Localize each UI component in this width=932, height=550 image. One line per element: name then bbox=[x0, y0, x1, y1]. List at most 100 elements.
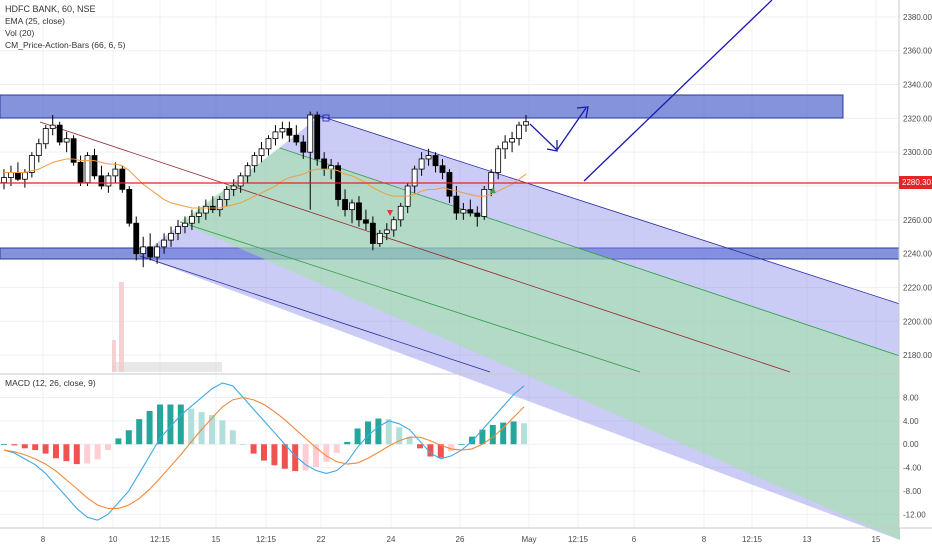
macd-hist-bar bbox=[105, 444, 111, 451]
price-tick-label: 2360.00 bbox=[903, 47, 932, 56]
macd-hist-bar bbox=[21, 444, 28, 449]
arrowhead-up bbox=[576, 106, 589, 119]
candle-body bbox=[453, 195, 460, 214]
indicator-cm-label[interactable]: CM_Price-Action-Bars (66, 6, 5) bbox=[5, 40, 126, 50]
time-tick-label: 22 bbox=[317, 535, 326, 544]
macd-hist-bar bbox=[136, 419, 143, 445]
channel-inner-green[interactable] bbox=[180, 148, 900, 540]
macd-hist-bar bbox=[32, 444, 39, 451]
candle-body bbox=[474, 212, 481, 217]
channel-green-bottom bbox=[179, 221, 641, 373]
candle-body bbox=[140, 246, 147, 255]
candle-body bbox=[15, 172, 21, 180]
candle-body bbox=[1, 177, 7, 184]
candle-body bbox=[460, 209, 467, 214]
candle-body bbox=[216, 199, 223, 211]
macd-hist-bar bbox=[385, 419, 392, 445]
macd-hist-bar bbox=[219, 420, 226, 445]
candle-body bbox=[56, 124, 63, 143]
macd-hist-bar bbox=[437, 444, 444, 458]
macd-hist-bar bbox=[209, 415, 215, 445]
arrowhead-down bbox=[546, 140, 558, 152]
macd-tick-label: 0.00 bbox=[903, 440, 919, 449]
price-tick-label: 2180.00 bbox=[903, 351, 932, 360]
indicator-ema-label[interactable]: EMA (25, close) bbox=[5, 16, 65, 26]
macd-hist-bar bbox=[510, 421, 517, 445]
alert-marker bbox=[322, 114, 330, 122]
macd-hist-bar bbox=[261, 444, 267, 461]
price-tick-label: 2340.00 bbox=[903, 81, 932, 90]
resistance-zone[interactable] bbox=[0, 94, 844, 119]
time-tick-label: 26 bbox=[456, 535, 465, 544]
price-tick-label: 2300.00 bbox=[903, 148, 932, 157]
time-tick-label: 13 bbox=[803, 535, 812, 544]
candle-body bbox=[488, 172, 495, 190]
candle-body bbox=[523, 121, 529, 126]
macd-tick-label: 8.00 bbox=[903, 394, 919, 403]
macd-hist-bar bbox=[94, 444, 101, 460]
candle-body bbox=[321, 158, 328, 170]
candle-body bbox=[418, 158, 425, 170]
long-forecast-arrow[interactable] bbox=[583, 0, 773, 182]
price-tick-label: 2320.00 bbox=[903, 114, 932, 123]
macd-hist-bar bbox=[271, 444, 278, 466]
candle-body bbox=[369, 222, 376, 244]
candle-body bbox=[376, 232, 383, 244]
indicator-vol-label[interactable]: Vol (20) bbox=[5, 28, 34, 38]
candle-body bbox=[77, 161, 84, 184]
candle-body bbox=[202, 205, 209, 214]
macd-indicator-label[interactable]: MACD (12, 26, close, 9) bbox=[5, 378, 96, 388]
candle-body bbox=[223, 188, 230, 200]
candle-body bbox=[237, 175, 244, 187]
macd-hist-bar bbox=[167, 404, 174, 445]
candle-body bbox=[91, 155, 98, 177]
macd-hist-bar bbox=[229, 430, 236, 445]
macd-hist-bar bbox=[458, 444, 465, 446]
time-tick-label: 24 bbox=[387, 535, 396, 544]
candle-body bbox=[397, 205, 404, 221]
symbol-title: HDFC BANK, 60, NSE bbox=[5, 4, 96, 14]
candle-body bbox=[272, 131, 279, 140]
time-tick-label: 15 bbox=[212, 535, 221, 544]
volume-base bbox=[112, 362, 222, 372]
macd-hist-bar bbox=[479, 429, 486, 445]
time-tick-label: 8 bbox=[702, 535, 707, 544]
drawing-overlays bbox=[0, 94, 901, 540]
ema-polyline bbox=[4, 158, 527, 209]
macd-hist-bar bbox=[177, 404, 184, 445]
current-price-label: 2280.30 bbox=[902, 178, 931, 187]
macd-hist-bar bbox=[396, 427, 403, 445]
candle-body bbox=[425, 155, 432, 160]
macd-hist-bar bbox=[198, 412, 205, 445]
candle-body bbox=[119, 168, 126, 190]
macd-hist-bar bbox=[240, 444, 247, 446]
time-axis: 8 10 12:15 15 12:15 22 24 26 May 12:15 6 8 12:15 13 15 bbox=[41, 535, 881, 544]
candle-body bbox=[147, 246, 154, 258]
macd-hist-bar bbox=[115, 438, 122, 445]
forecast-arrows[interactable] bbox=[529, 0, 773, 182]
macd-hist-bar bbox=[84, 444, 91, 464]
macd-hist-bar bbox=[281, 444, 288, 469]
macd-hist-bar bbox=[188, 408, 195, 445]
time-tick-label: 12:15 bbox=[256, 535, 277, 544]
macd-line bbox=[3, 382, 525, 521]
volume-bars bbox=[112, 282, 222, 372]
candle-body bbox=[502, 141, 509, 150]
price-tick-label: 2220.00 bbox=[903, 283, 932, 292]
time-tick-label: 12:15 bbox=[568, 535, 589, 544]
macd-hist-bar bbox=[313, 444, 319, 468]
time-tick-label: 10 bbox=[109, 535, 118, 544]
macd-hist-bar bbox=[250, 444, 257, 454]
candle-body bbox=[349, 202, 355, 211]
price-candles bbox=[1, 111, 529, 268]
macd-hist-bar bbox=[448, 444, 455, 452]
candle-body bbox=[286, 128, 293, 136]
candle-body bbox=[42, 128, 49, 145]
time-tick-label: 6 bbox=[632, 535, 637, 544]
ema-line bbox=[4, 158, 527, 209]
time-tick-label: 8 bbox=[41, 535, 46, 544]
macd-hist-bar bbox=[292, 444, 299, 472]
macd-hist-bar bbox=[11, 444, 18, 446]
candle-body bbox=[168, 232, 174, 241]
